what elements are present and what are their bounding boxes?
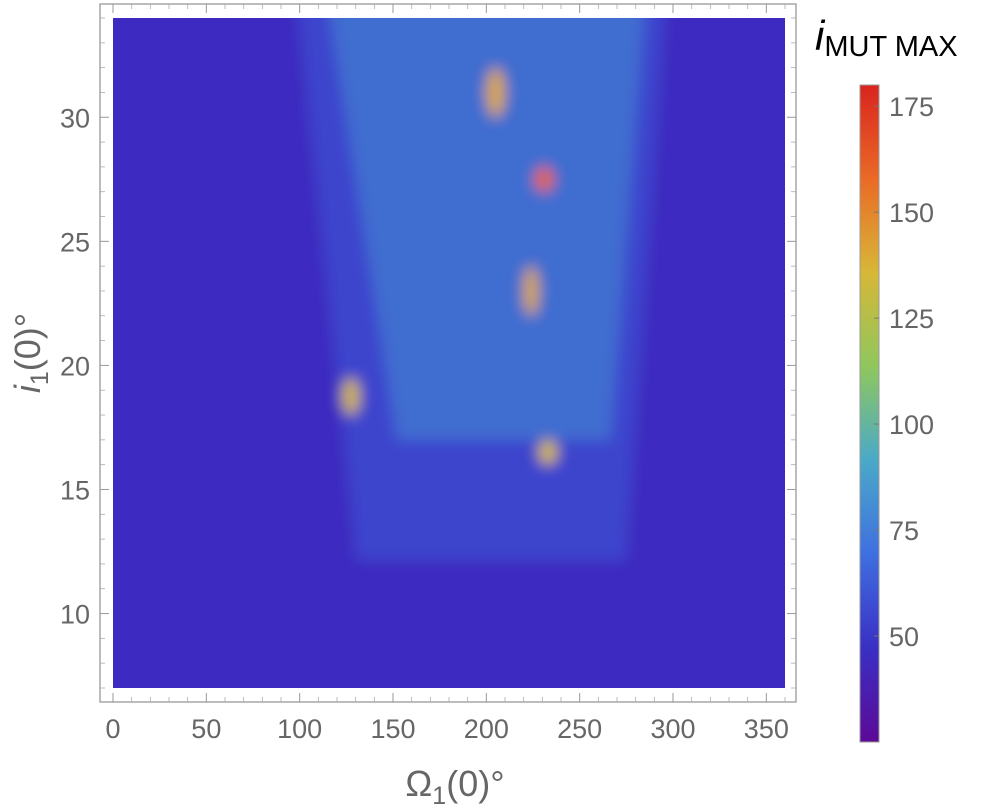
colorbar-tick-label: 175 <box>889 92 934 122</box>
heatmap-cells <box>113 18 785 688</box>
colorbar-gradient <box>859 84 880 743</box>
y-tick-label: 30 <box>60 103 90 133</box>
x-tick-label: 50 <box>191 714 221 744</box>
heatmap-region-hotspot <box>523 266 539 316</box>
colorbar-tick-label: 125 <box>889 304 934 334</box>
x-tick-label: 0 <box>105 714 120 744</box>
x-tick-label: 150 <box>370 714 415 744</box>
colorbar-tick-label: 100 <box>889 410 934 440</box>
colorbar-tick-label: 150 <box>889 198 934 228</box>
colorbar-tick-label: 75 <box>889 516 919 546</box>
x-tick-label: 350 <box>744 714 789 744</box>
y-tick-label: 10 <box>60 600 90 630</box>
x-tick-label: 200 <box>464 714 509 744</box>
colorbar-tick-label: 50 <box>889 622 919 652</box>
colorbar-ticks: 50 75 100 125 150 175 <box>874 92 934 652</box>
y-axis-ticks: 10 15 20 25 30 <box>60 17 796 689</box>
y-axis-title: i1(0)° <box>7 313 54 393</box>
colorbar-title: iMUT MAX <box>815 12 958 63</box>
x-tick-label: 300 <box>650 714 695 744</box>
y-tick-label: 15 <box>60 475 90 505</box>
heatmap-region-hotspot <box>534 166 554 192</box>
heatmap-region-hotspot <box>342 377 360 416</box>
heatmap-region-hotspot <box>538 439 558 465</box>
heatmap-region-hotspot <box>486 67 505 118</box>
x-tick-label: 250 <box>557 714 602 744</box>
colorbar: 50 75 100 125 150 175 <box>859 84 934 743</box>
plot-frame <box>99 3 797 703</box>
y-tick-label: 20 <box>60 351 90 381</box>
x-axis-title: Ω1(0)° <box>405 763 504 810</box>
x-tick-label: 100 <box>277 714 322 744</box>
x-axis-ticks: 0 50 100 150 200 250 300 350 <box>105 4 789 744</box>
heatmap-field <box>113 18 785 688</box>
y-tick-label: 25 <box>60 227 90 257</box>
